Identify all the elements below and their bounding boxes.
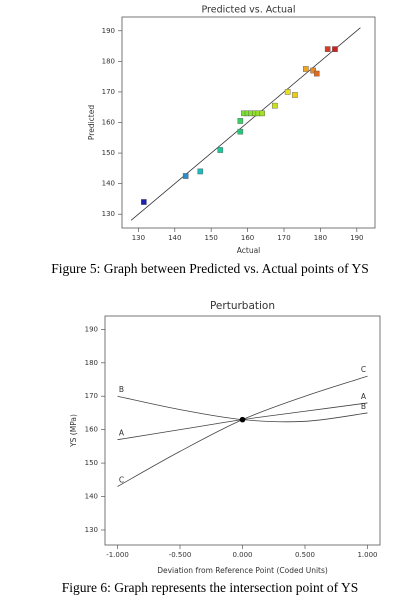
x-tick-label: 1.000	[357, 551, 377, 559]
y-tick-label: 150	[102, 149, 115, 157]
data-point	[237, 118, 244, 124]
y-tick-label: 140	[85, 493, 98, 501]
x-axis-label: Actual	[237, 246, 261, 255]
series-label-start: B	[119, 385, 124, 394]
y-axis-label: Predicted	[87, 105, 96, 140]
data-point	[324, 46, 331, 52]
y-tick-label: 170	[102, 88, 115, 96]
y-tick-label: 150	[85, 459, 98, 467]
series-label-end: A	[361, 392, 367, 401]
data-point	[303, 66, 309, 72]
x-tick-label: -1.000	[106, 551, 129, 559]
y-tick-label: 170	[85, 392, 98, 400]
data-point	[217, 147, 224, 153]
y-tick-label: 160	[85, 426, 98, 434]
data-point	[310, 67, 316, 74]
y-tick-label: 190	[102, 27, 115, 35]
y-tick-label: 130	[85, 526, 98, 534]
plot-frame	[104, 315, 381, 546]
data-point	[141, 199, 147, 205]
data-point	[313, 70, 320, 77]
data-point	[292, 92, 298, 98]
figure-caption: Figure 5: Graph between Predicted vs. Ac…	[51, 261, 368, 276]
y-tick-label: 190	[85, 325, 98, 333]
chart-title: Perturbation	[210, 300, 275, 312]
data-point	[182, 173, 189, 179]
series-label-end: B	[361, 402, 366, 411]
y-tick-label: 130	[102, 210, 115, 218]
data-point	[332, 46, 338, 52]
series-label-start: A	[119, 429, 125, 438]
data-point	[197, 168, 204, 175]
data-point	[272, 102, 278, 109]
x-tick-label: 190	[350, 234, 363, 242]
y-axis-label: YS (MPa)	[69, 414, 78, 448]
series-label-start: C	[119, 475, 124, 484]
figure-caption: Figure 6: Graph represents the intersect…	[62, 580, 358, 595]
x-tick-label: 170	[277, 234, 290, 242]
x-tick-label: 150	[204, 234, 217, 242]
y-tick-label: 160	[102, 119, 115, 127]
y-tick-label: 140	[102, 180, 115, 188]
x-tick-label: 0.000	[232, 551, 252, 559]
x-tick-label: 130	[132, 234, 145, 242]
x-tick-label: 160	[241, 234, 254, 242]
data-point	[259, 110, 265, 117]
x-tick-label: 180	[314, 234, 327, 242]
x-axis-label: Deviation from Reference Point (Coded Un…	[157, 566, 328, 575]
series-line	[117, 375, 368, 487]
series-label-end: C	[361, 365, 366, 374]
data-point	[237, 128, 244, 135]
x-tick-label: 0.500	[295, 551, 315, 559]
y-tick-label: 180	[85, 359, 98, 367]
reference-point	[239, 416, 246, 423]
chart-title: Predicted vs. Actual	[202, 5, 296, 16]
y-tick-label: 180	[102, 57, 115, 65]
data-point	[284, 89, 291, 95]
x-tick-label: -0.500	[169, 551, 192, 559]
x-tick-label: 140	[168, 234, 181, 242]
reference-line	[130, 27, 361, 221]
